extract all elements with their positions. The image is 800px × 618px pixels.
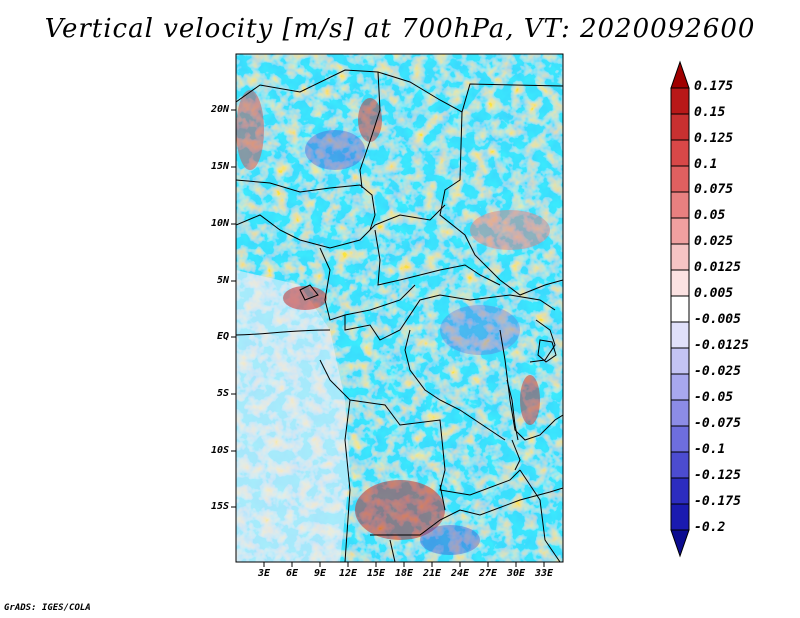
colorbar-label: -0.005: [694, 312, 741, 327]
colorbar-segment: [670, 243, 690, 271]
lat-label: 10S: [210, 445, 229, 456]
colorbar-segment: [670, 477, 690, 505]
colorbar-label: -0.05: [694, 390, 734, 405]
colorbar-label: -0.1: [694, 442, 726, 457]
lon-label: 6E: [285, 568, 299, 579]
colorbar-label: 0.0125: [694, 260, 741, 275]
lon-label: 3E: [257, 568, 271, 579]
lon-label: 27E: [478, 568, 498, 579]
colorbar-segment: [670, 347, 690, 375]
lon-label: 15E: [366, 568, 386, 579]
grads-footer: GrADS: IGES/COLA: [4, 603, 91, 613]
country-borders: [236, 69, 563, 562]
colorbar-label: 0.125: [694, 131, 734, 146]
colorbar-label: 0.05: [694, 208, 726, 223]
updraft-patch-south: [355, 480, 445, 540]
colorbar-segment: [670, 399, 690, 427]
colorbar-label: -0.025: [694, 364, 741, 379]
map-area: [236, 54, 563, 562]
colorbar-label: 0.075: [694, 182, 734, 197]
colorbar-label: 0.1: [694, 157, 718, 172]
colorbar-segment: [670, 503, 690, 531]
lat-label: 5S: [216, 388, 229, 399]
lon-label: 21E: [422, 568, 442, 579]
colorbar-segment: [670, 191, 690, 219]
lon-label: 18E: [394, 568, 414, 579]
colorbar-segment: [670, 425, 690, 453]
colorbar-segment: [670, 529, 690, 558]
colorbar-segment: [670, 87, 690, 115]
colorbar-label: 0.15: [694, 105, 726, 120]
colorbar: [670, 60, 690, 558]
colorbar-segment: [670, 60, 690, 89]
map-title: Vertical velocity [m/s] at 700hPa, VT: 2…: [44, 14, 756, 44]
lon-label: 12E: [338, 568, 358, 579]
colorbar-segment: [670, 295, 690, 323]
lat-label: 15N: [210, 161, 229, 172]
colorbar-label: -0.2: [694, 520, 726, 535]
lat-label: 5N: [216, 275, 229, 286]
colorbar-label: -0.075: [694, 416, 741, 431]
colorbar-segment: [670, 451, 690, 479]
colorbar-segment: [670, 139, 690, 167]
colorbar-label: -0.0125: [694, 338, 749, 353]
colorbar-segment: [670, 321, 690, 349]
colorbar-segment: [670, 165, 690, 193]
colorbar-label: 0.025: [694, 234, 734, 249]
axis-ticks: [231, 109, 545, 567]
colorbar-segment: [670, 269, 690, 297]
colorbar-segment: [670, 217, 690, 245]
lat-label: EQ: [216, 331, 229, 342]
colorbar-segment: [670, 113, 690, 141]
lon-label: 33E: [534, 568, 554, 579]
lon-label: 30E: [506, 568, 526, 579]
colorbar-label: 0.175: [694, 79, 734, 94]
map-frame: [235, 53, 564, 563]
lon-label: 24E: [450, 568, 470, 579]
colorbar-label: -0.125: [694, 468, 741, 483]
colorbar-label: 0.005: [694, 286, 734, 301]
colorbar-label: -0.175: [694, 494, 741, 509]
lat-label: 20N: [210, 104, 229, 115]
lon-label: 9E: [313, 568, 327, 579]
lat-label: 10N: [210, 218, 229, 229]
lat-label: 15S: [210, 501, 229, 512]
colorbar-segment: [670, 373, 690, 401]
